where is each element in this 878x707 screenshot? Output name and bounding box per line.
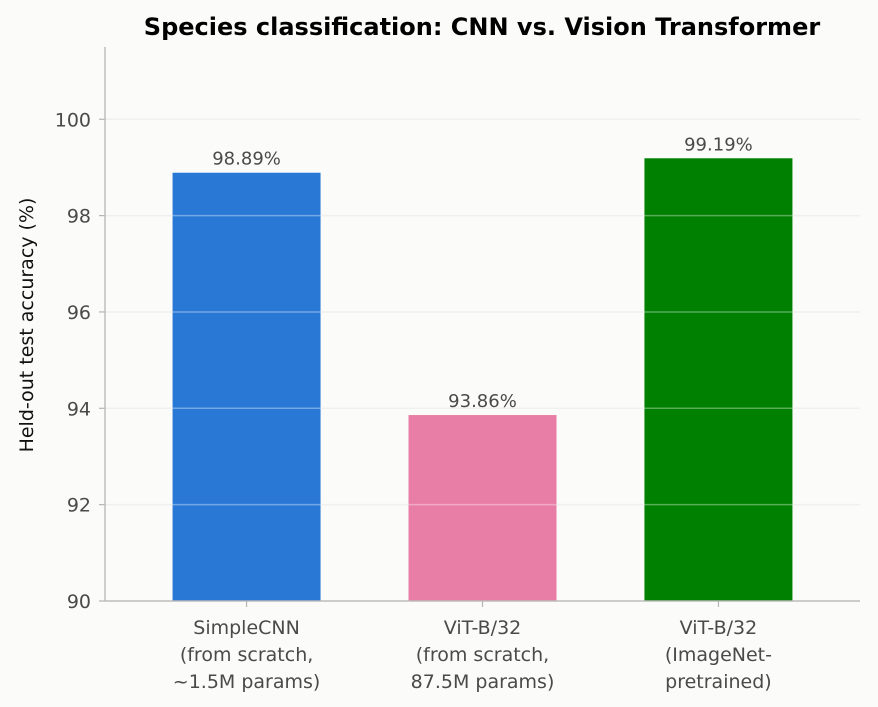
x-tick-label: (from scratch,	[180, 644, 313, 666]
x-tick-label: ViT-B/32	[680, 617, 758, 639]
bars	[172, 158, 793, 601]
y-tick-label: 90	[67, 591, 91, 613]
labels: 90 92 94 96 98 100 98.89% SimpleCNN (from scratc…	[55, 109, 772, 693]
bar	[172, 172, 321, 601]
x-tick-label: ~1.5M params)	[173, 671, 321, 693]
data-label: 93.86%	[448, 391, 517, 412]
x-tick-label: (from scratch,	[416, 644, 549, 666]
y-tick-label: 98	[67, 206, 91, 228]
y-tick-label: 92	[67, 495, 91, 517]
y-tick-label: 100	[55, 109, 91, 131]
x-tick-label: (ImageNet-	[665, 644, 772, 666]
x-tick-label: pretrained)	[665, 671, 772, 693]
bar	[408, 415, 557, 601]
y-tick-label: 94	[67, 398, 91, 420]
x-tick-label: 87.5M params)	[411, 671, 555, 693]
data-label: 98.89%	[212, 149, 281, 170]
bar	[644, 158, 793, 601]
y-axis-label: Held-out test accuracy (%)	[16, 198, 38, 453]
x-tick-label: SimpleCNN	[193, 617, 300, 639]
chart-title: Species classification: CNN vs. Vision T…	[144, 13, 821, 41]
data-label: 99.19%	[684, 134, 753, 155]
axes	[99, 47, 860, 607]
y-tick-label: 96	[67, 302, 91, 324]
x-tick-label: ViT-B/32	[444, 617, 522, 639]
